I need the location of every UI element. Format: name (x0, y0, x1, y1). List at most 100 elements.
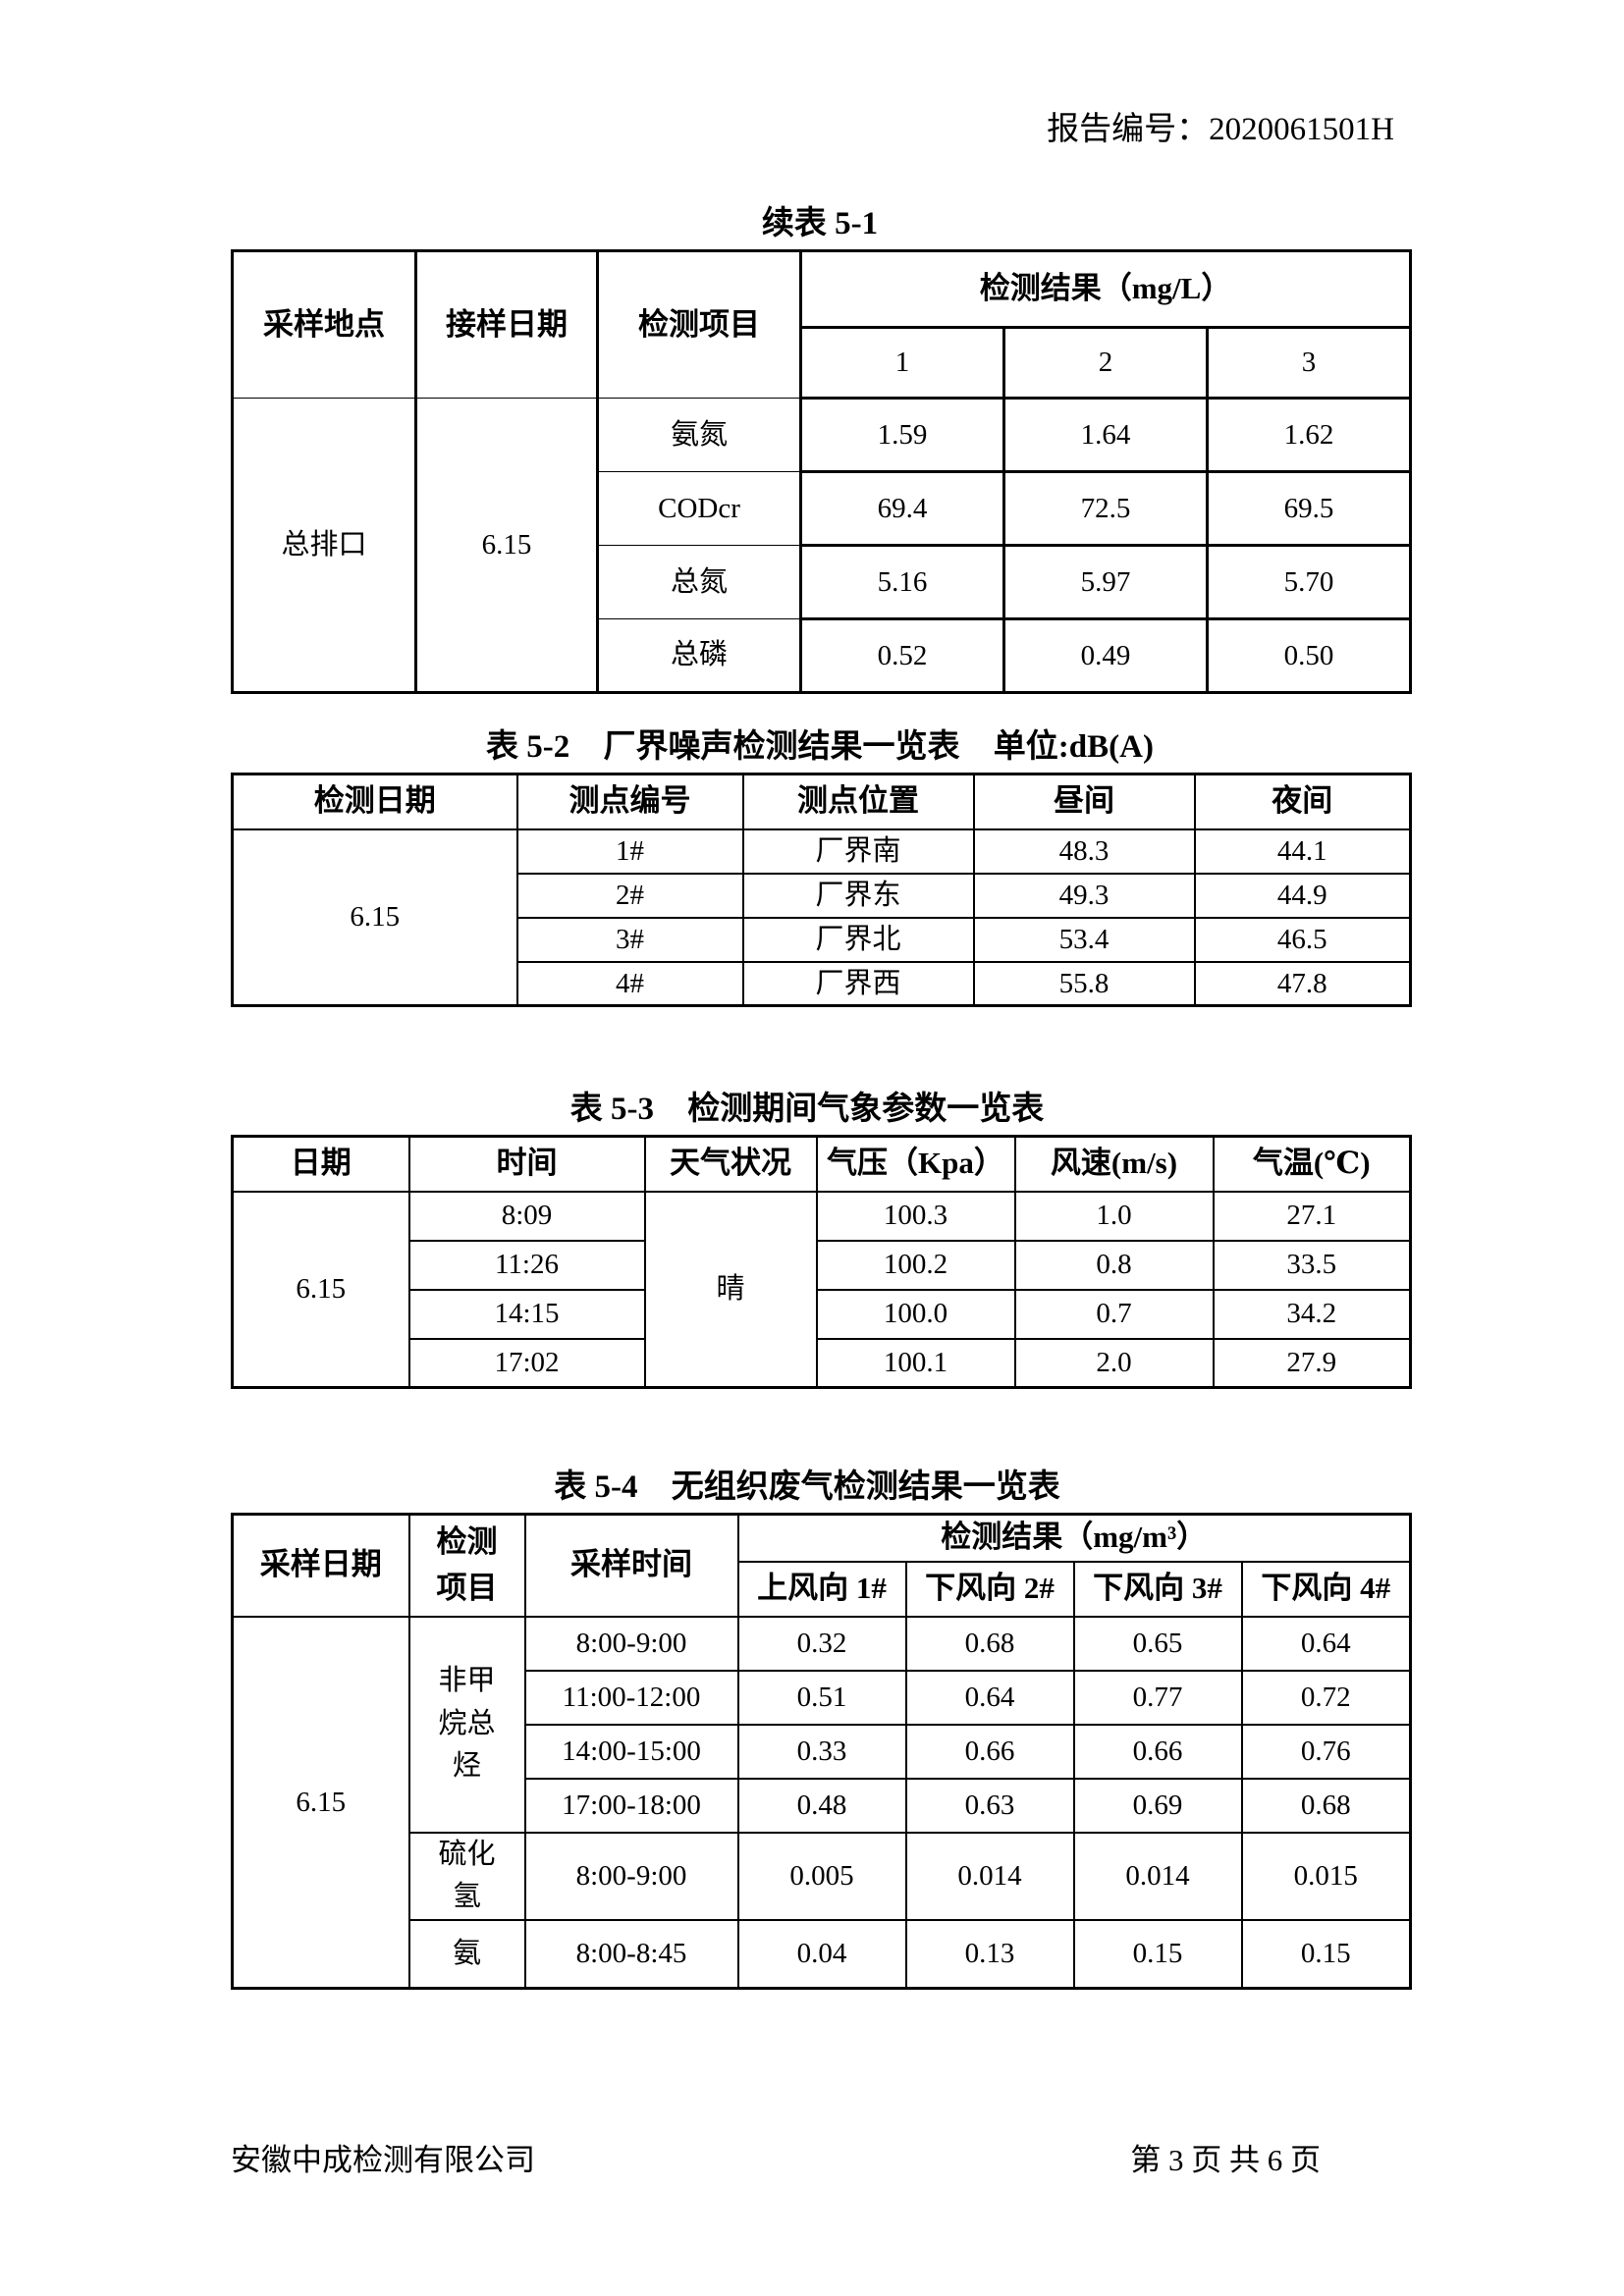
t4-value-cell: 0.13 (904, 1918, 1075, 1990)
t2-night-cell: 44.1 (1193, 828, 1412, 875)
t3-col-time: 时间 (407, 1135, 646, 1193)
t4-col-result-group: 检测结果（mg/m³） (736, 1513, 1412, 1563)
t3-temp-cell: 34.2 (1212, 1288, 1412, 1340)
table3-title-no: 表 5-3 (569, 1092, 654, 1127)
table-row: 总氮 5.16 5.97 5.70 (233, 544, 1413, 620)
t1-subcol-1: 1 (799, 326, 1005, 400)
t3-wind-cell: 1.0 (1013, 1190, 1215, 1242)
t1-value-cell: 0.49 (1002, 617, 1209, 694)
t3-col-pressure: 气压（Kpa） (815, 1135, 1016, 1193)
t4-value-cell: 0.014 (904, 1831, 1075, 1921)
t2-point-no-cell: 2# (515, 872, 744, 919)
page-footer: 安徽中成检测有限公司 第 3 页 共 6 页 (231, 2142, 1409, 2179)
t1-col-date: 接样日期 (414, 249, 599, 399)
t3-pressure-cell: 100.0 (815, 1288, 1016, 1340)
table4-title-no: 表 5-4 (554, 1469, 638, 1505)
t1-value-cell: 0.52 (799, 617, 1005, 694)
table-row: 14:00-15:00 0.33 0.66 0.66 0.76 (233, 1723, 1412, 1780)
t2-point-pos-cell: 厂界西 (741, 960, 975, 1007)
t3-wind-cell: 0.8 (1013, 1239, 1215, 1291)
t3-col-date: 日期 (231, 1135, 410, 1193)
t2-night-cell: 47.8 (1193, 960, 1412, 1007)
t2-point-pos-cell: 厂界北 (741, 916, 975, 963)
t2-col-point-pos: 测点位置 (741, 773, 975, 830)
t2-col-day: 昼间 (972, 773, 1196, 830)
t4-header-row-1: 采样日期 检测项目 采样时间 检测结果（mg/m³） (231, 1513, 1412, 1618)
t4-value-cell: 0.32 (736, 1615, 907, 1672)
t4-col-date: 采样日期 (231, 1513, 410, 1618)
table2-title-text: 厂界噪声检测结果一览表 (603, 729, 960, 765)
t4-time-cell: 11:00-12:00 (523, 1669, 739, 1726)
t1-subcol-3: 3 (1205, 326, 1413, 400)
t4-value-cell: 0.63 (904, 1777, 1075, 1834)
t1-value-cell: 69.5 (1205, 470, 1413, 547)
t1-location-cell: 总排口 (231, 398, 417, 694)
table2-unit: 单位:dB(A) (993, 729, 1154, 765)
t3-wind-cell: 0.7 (1013, 1288, 1215, 1340)
t4-value-cell: 0.15 (1072, 1918, 1243, 1990)
t1-value-cell: 72.5 (1002, 470, 1209, 547)
t3-pressure-cell: 100.1 (815, 1337, 1016, 1389)
table-row: 6.15 1# 厂界南 48.3 44.1 (231, 828, 1412, 1007)
t2-day-cell: 48.3 (972, 828, 1196, 875)
t4-value-cell: 0.66 (1072, 1723, 1243, 1780)
t3-wind-cell: 2.0 (1013, 1337, 1215, 1389)
table-5-4: 采样日期 检测项目 采样时间 检测结果（mg/m³） 上风向 1# 下风向 2#… (231, 1513, 1412, 1990)
t4-col-time: 采样时间 (523, 1513, 739, 1618)
t2-col-date: 检测日期 (231, 773, 518, 830)
table-row: 3# 厂界北 53.4 46.5 (233, 916, 1412, 963)
t4-value-cell: 0.65 (1072, 1615, 1243, 1672)
t4-value-cell: 0.64 (904, 1669, 1075, 1726)
t4-item-nmhc-label: 非甲烷总烃 (438, 1665, 496, 1783)
t1-col-result-group: 检测结果（mg/L） (798, 249, 1413, 329)
t4-subcol-downwind-4: 下风向 4# (1240, 1560, 1412, 1618)
t1-date-cell: 6.15 (414, 398, 599, 694)
t4-subcol-downwind-3: 下风向 3# (1072, 1560, 1243, 1618)
t4-value-cell: 0.68 (904, 1615, 1075, 1672)
t4-value-cell: 0.15 (1240, 1918, 1412, 1990)
table-5-2: 检测日期 测点编号 测点位置 昼间 夜间 6.15 1# 厂界南 48.3 44… (231, 773, 1412, 1007)
t1-item-cell: CODcr (596, 471, 802, 546)
t3-col-temp: 气温(℃) (1212, 1135, 1412, 1193)
table-row: 17:00-18:00 0.48 0.63 0.69 0.68 (233, 1777, 1412, 1834)
table-row: 6.15 非甲烷总烃 8:00-9:00 0.32 0.68 0.65 0.64 (231, 1615, 1412, 1990)
t2-point-no-cell: 1# (515, 828, 744, 875)
t4-time-cell: 14:00-15:00 (523, 1723, 739, 1780)
table2-title-no: 表 5-2 (486, 729, 570, 765)
table3-title: 表 5-3 检测期间气象参数一览表 (231, 1090, 1409, 1129)
table-row: 2# 厂界东 49.3 44.9 (233, 872, 1412, 919)
t3-time-cell: 8:09 (407, 1190, 646, 1242)
t1-item-cell: 总磷 (596, 618, 802, 693)
t4-value-cell: 0.04 (736, 1918, 907, 1990)
t3-time-cell: 17:02 (407, 1337, 646, 1389)
t4-time-cell: 8:00-8:45 (523, 1918, 739, 1990)
t1-header-row-1: 采样地点 接样日期 检测项目 检测结果（mg/L） (231, 249, 1413, 399)
table4-title: 表 5-4 无组织废气检测结果一览表 (231, 1468, 1409, 1507)
t4-subcol-downwind-2: 下风向 2# (904, 1560, 1075, 1618)
t2-point-pos-cell: 厂界东 (741, 872, 975, 919)
footer-page-info: 第 3 页 共 6 页 (1130, 2143, 1321, 2177)
t3-pressure-cell: 100.3 (815, 1190, 1016, 1242)
t4-col-item-label: 检测项目 (436, 1524, 498, 1605)
t3-pressure-cell: 100.2 (815, 1239, 1016, 1291)
t4-subcol-upwind-1: 上风向 1# (736, 1560, 907, 1618)
table-row: 总磷 0.52 0.49 0.50 (233, 617, 1413, 694)
t1-header-row-2: 1 2 3 (233, 326, 1413, 400)
table-5-3: 日期 时间 天气状况 气压（Kpa） 风速(m/s) 气温(℃) 6.15 8:… (231, 1135, 1412, 1389)
t4-value-cell: 0.69 (1072, 1777, 1243, 1834)
t1-subcol-2: 2 (1002, 326, 1209, 400)
t2-header-row: 检测日期 测点编号 测点位置 昼间 夜间 (231, 773, 1412, 830)
report-number: 报告编号：2020061501H (1047, 112, 1394, 147)
t2-point-no-cell: 3# (515, 916, 744, 963)
table4-title-text: 无组织废气检测结果一览表 (671, 1469, 1060, 1505)
t3-time-cell: 11:26 (407, 1239, 646, 1291)
t3-temp-cell: 27.9 (1212, 1337, 1412, 1389)
t4-item-h2s-label: 硫化氢 (438, 1838, 496, 1913)
table-row: 总排口 6.15 氨氮 1.59 1.64 1.62 (231, 397, 1413, 694)
t4-date-cell: 6.15 (231, 1615, 410, 1990)
t1-value-cell: 5.70 (1205, 544, 1413, 620)
t4-value-cell: 0.66 (904, 1723, 1075, 1780)
t4-header-row-2: 上风向 1# 下风向 2# 下风向 3# 下风向 4# (233, 1560, 1412, 1618)
table-row: 硫化氢 8:00-9:00 0.005 0.014 0.014 0.015 (233, 1831, 1412, 1921)
